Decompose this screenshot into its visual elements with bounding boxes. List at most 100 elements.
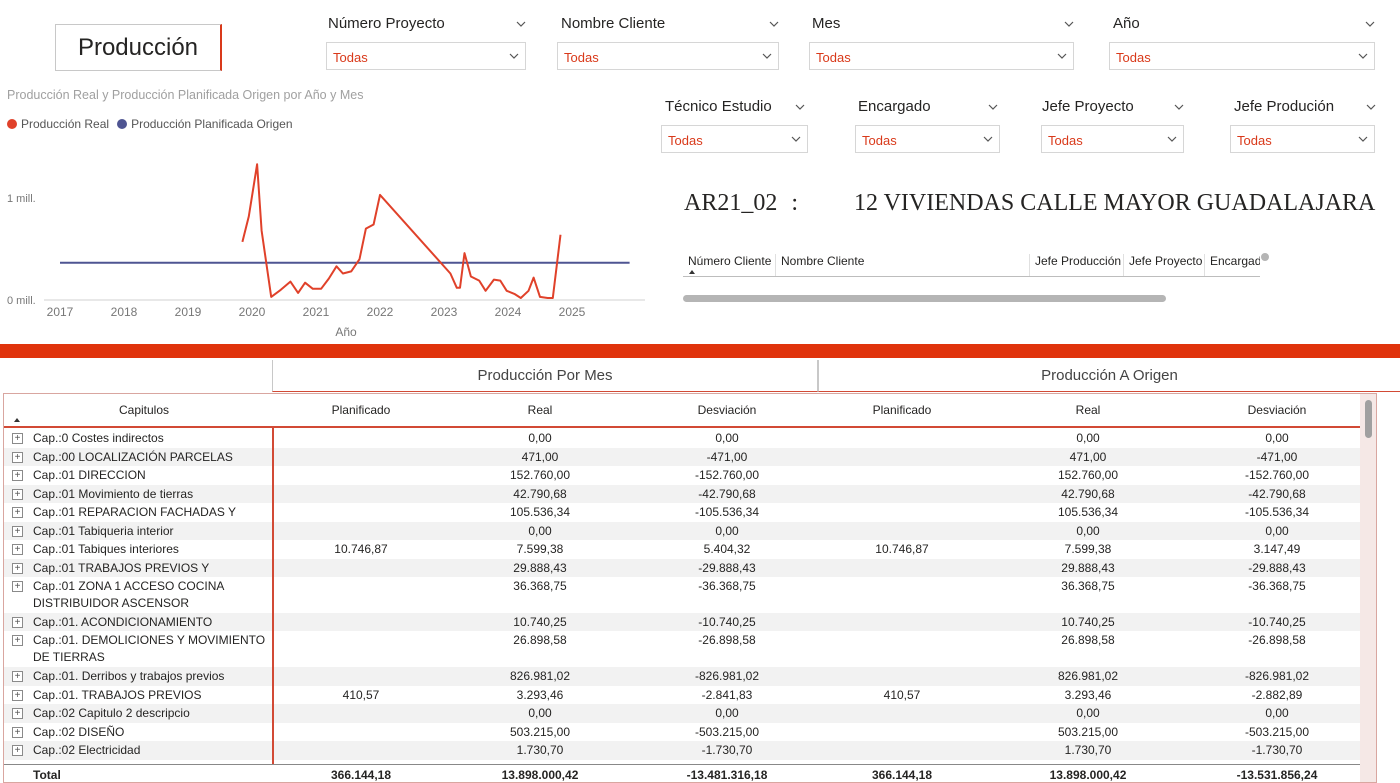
column-header-0[interactable]: Capitulos	[118, 403, 170, 417]
slicer-dropdown[interactable]: Todas	[1041, 125, 1184, 153]
slicer-header-toggle[interactable]	[795, 102, 805, 112]
slicer-dropdown[interactable]: Todas	[1230, 125, 1375, 153]
table-row[interactable]: + Cap.:01 TRABAJOS PREVIOS Y 29.888,43 -29.…	[4, 559, 1360, 577]
table-row[interactable]: + Cap.:01 Tabiques interiores 10.746,87 7.5…	[4, 540, 1360, 559]
column-header-5[interactable]: Real	[1075, 403, 1101, 417]
table-row[interactable]: +Cap.:01 REPARACION FACHADAS Y VARIOS105…	[4, 503, 1360, 536]
vertical-scrollbar[interactable]	[1360, 394, 1376, 782]
cell-dm: -105.536,34	[694, 505, 760, 519]
cell-ro: 826.981,02	[1057, 669, 1119, 683]
cell-rm: 152.760,00	[509, 468, 571, 482]
column-header-2[interactable]: Real	[527, 403, 553, 417]
table-row[interactable]: + Cap.:01. DEMOLICIONES Y MOVIMIENTO DE T…	[4, 631, 1360, 667]
slicer-label: Año	[1113, 15, 1140, 32]
slicer-value: Todas	[1048, 133, 1083, 148]
slicer-header-toggle[interactable]	[769, 19, 779, 29]
mini-col-jefe-proyecto[interactable]: Jefe Proyecto	[1129, 254, 1203, 268]
table-row[interactable]: + Cap.:02 Capitulo 2 descripcio 0,00 0,00 0,…	[4, 704, 1360, 723]
x-tick-label: 2021	[303, 305, 330, 319]
cell-dm: -1.730,70	[701, 743, 753, 757]
mini-col-divider	[775, 254, 776, 276]
expand-icon[interactable]: +	[12, 489, 23, 500]
expand-icon[interactable]: +	[12, 470, 23, 481]
expand-icon[interactable]: +	[12, 563, 23, 574]
table-row[interactable]: + Cap.:0 Costes indirectos 0,00 0,00 0,00 0,0…	[4, 429, 1360, 448]
slicer-header-toggle[interactable]	[1064, 19, 1074, 29]
slicer-header-toggle[interactable]	[1365, 19, 1375, 29]
chapter-label: Cap.:01 DIRECCION	[33, 468, 146, 482]
expand-icon[interactable]: +	[12, 433, 23, 444]
expand-icon[interactable]: +	[12, 544, 23, 555]
slicer-header-toggle[interactable]	[516, 19, 526, 29]
table-row[interactable]: + Cap.:01 Movimiento de tierras 42.790,68 -…	[4, 485, 1360, 503]
expand-icon[interactable]: +	[12, 708, 23, 719]
mini-col-jefe-produccion[interactable]: Jefe Producción	[1035, 254, 1122, 268]
table-row[interactable]: + Cap.:02 Electricidad 1.730,70 -1.730,70 1.…	[4, 741, 1360, 760]
slicer-header-toggle[interactable]	[1366, 102, 1376, 112]
column-header-4[interactable]: Planificado	[872, 403, 932, 417]
chapter-label: Cap.:02 DISEÑO	[33, 725, 125, 739]
slicer-dropdown[interactable]: Todas	[809, 42, 1074, 70]
cell-rm: 0,00	[528, 431, 552, 445]
slicer-header-toggle[interactable]	[988, 102, 998, 112]
scrollbar-thumb[interactable]	[1365, 400, 1372, 438]
cell-ro: 7.599,38	[1064, 542, 1112, 556]
expand-icon[interactable]: +	[12, 581, 23, 592]
table-row[interactable]: + Cap.:01 DIRECCION 152.760,00 -152.760,00 1…	[4, 466, 1360, 485]
production-line-chart[interactable]: 0 mill. 1 mill. 2017 2018 2019 2020 2021 2022 20…	[0, 150, 660, 345]
cell-rm: 503.215,00	[509, 725, 571, 739]
table-row[interactable]: + Cap.:01. TRABAJOS PREVIOS 410,57 3.293,46…	[4, 686, 1360, 704]
chevron-down-icon	[1366, 104, 1376, 110]
table-row[interactable]: + Cap.:02 DISEÑO 503.215,00 -503.215,00 503.…	[4, 723, 1360, 741]
cell-do: -471,00	[1256, 450, 1298, 464]
cell-do: 0,00	[1265, 524, 1289, 538]
expand-icon[interactable]: +	[12, 617, 23, 628]
project-code: AR21_02	[684, 190, 778, 216]
mini-col-numero-cliente[interactable]: Número Cliente	[688, 254, 772, 268]
chapter-label: Cap.:0 Costes indirectos	[33, 431, 164, 445]
legend-label-planned[interactable]: Producción Planificada Origen	[131, 117, 293, 131]
expand-icon[interactable]: +	[12, 635, 23, 646]
expand-icon[interactable]: +	[12, 507, 23, 518]
horizontal-scrollbar[interactable]	[683, 295, 1166, 302]
sort-asc-icon	[14, 418, 20, 422]
chapter-label: Cap.:01. TRABAJOS PREVIOS	[33, 688, 202, 702]
slicer-dropdown[interactable]: Todas	[855, 125, 1000, 153]
slicer-value: Todas	[564, 50, 599, 65]
cell-ro: 26.898,58	[1061, 633, 1115, 647]
slicer-dropdown[interactable]: Todas	[557, 42, 779, 70]
cell-ro: 10.740,25	[1061, 615, 1115, 629]
x-axis-title: Año	[335, 325, 357, 339]
mini-col-encargado[interactable]: Encargado	[1210, 254, 1260, 268]
table-row[interactable]: + Cap.:01 Tabiqueria interior 0,00 0,00 0,00…	[4, 522, 1360, 540]
chart-legend: Producción Real Producción Planificada O…	[7, 117, 293, 131]
table-row[interactable]: + Cap.:01. Derribos y trabajos previos 826…	[4, 667, 1360, 686]
column-header-3[interactable]: Desviación	[697, 403, 757, 417]
slicer-header-toggle[interactable]	[1174, 102, 1184, 112]
column-header-1[interactable]: Planificado	[331, 403, 391, 417]
expand-icon[interactable]: +	[12, 671, 23, 682]
expand-icon[interactable]: +	[12, 745, 23, 756]
table-row[interactable]: + Cap.:01. ACONDICIONAMIENTO 10.740,25 -10.…	[4, 613, 1360, 631]
expand-icon[interactable]: +	[12, 452, 23, 463]
slicer-dropdown[interactable]: Todas	[1109, 42, 1375, 70]
cell-dm: -503.215,00	[694, 725, 760, 739]
cell-do: -26.898,58	[1248, 633, 1306, 647]
total-ro: 13.898.000,42	[1049, 768, 1127, 782]
mini-scroll-dot[interactable]	[1261, 253, 1269, 261]
expand-icon[interactable]: +	[12, 727, 23, 738]
dropdown-chevron-icon	[1358, 136, 1368, 142]
expand-icon[interactable]: +	[12, 690, 23, 701]
mini-col-nombre-cliente[interactable]: Nombre Cliente	[781, 254, 865, 268]
slicer-label: Número Proyecto	[328, 15, 445, 32]
table-row[interactable]: + Cap.:01 ZONA 1 ACCESO COCINA DISTRIBUID…	[4, 577, 1360, 613]
series-line-real[interactable]	[241, 163, 562, 299]
slicer-dropdown[interactable]: Todas	[326, 42, 526, 70]
legend-label-real[interactable]: Producción Real	[21, 117, 110, 131]
table-row[interactable]: + Cap.:00 LOCALIZACIÓN PARCELAS 471,00 -471…	[4, 448, 1360, 466]
cell-dm: 0,00	[715, 524, 739, 538]
slicer-dropdown[interactable]: Todas	[661, 125, 808, 153]
expand-icon[interactable]: +	[12, 526, 23, 537]
chapter-label: Cap.:01. ACONDICIONAMIENTO	[33, 615, 213, 629]
column-header-6[interactable]: Desviación	[1247, 403, 1307, 417]
